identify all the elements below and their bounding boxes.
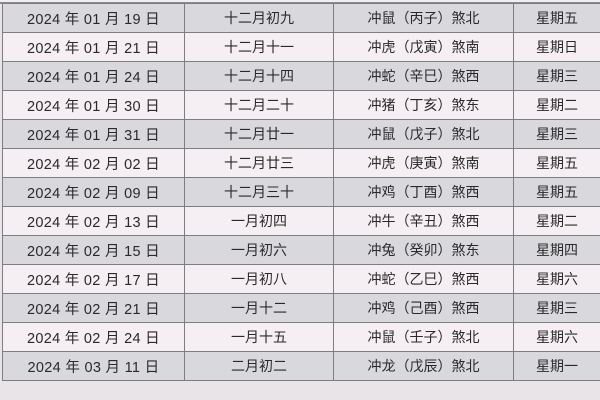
weekday-cell: 星期六 (513, 322, 600, 352)
clash-cell: 冲鼠（壬子）煞北 (333, 322, 514, 352)
table-row: 2024 年 02 月 15 日一月初六 冲兔（癸卯）煞东 星期四 (2, 235, 600, 265)
lunar-date-cell: 一月十五 (184, 322, 334, 352)
weekday-cell: 星期二 (513, 206, 600, 236)
table-row: 2024 年 01 月 21 日十二月十一 冲虎（戊寅）煞南 星期日 (2, 32, 600, 62)
weekday-cell: 星期一 (513, 351, 600, 381)
weekday-cell: 星期三 (513, 61, 600, 91)
table-row: 2024 年 03 月 11 日二月初二 冲龙（戊辰）煞北 星期一 (2, 351, 600, 381)
weekday-cell: 星期三 (513, 293, 600, 323)
table-row: 2024 年 02 月 02 日十二月廿三 冲虎（庚寅）煞南 星期五 (2, 148, 600, 178)
date-cell: 2024 年 02 月 09 日 (2, 177, 185, 207)
lunar-date-cell: 十二月十四 (184, 61, 334, 91)
weekday-cell: 星期四 (513, 235, 600, 265)
clash-cell: 冲牛（辛丑）煞西 (333, 206, 514, 236)
date-cell: 2024 年 01 月 19 日 (2, 3, 185, 33)
table-row: 2024 年 02 月 24 日一月十五 冲鼠（壬子）煞北 星期六 (2, 322, 600, 352)
date-cell: 2024 年 01 月 30 日 (2, 90, 185, 120)
lunar-date-cell: 一月初四 (184, 206, 334, 236)
table-row: 2024 年 02 月 09 日十二月三十 冲鸡（丁酉）煞西 星期五 (2, 177, 600, 207)
weekday-cell: 星期三 (513, 119, 600, 149)
date-cell: 2024 年 02 月 17 日 (2, 264, 185, 294)
table-row: 2024 年 01 月 30 日十二月二十 冲猪（丁亥）煞东 星期二 (2, 90, 600, 120)
clash-cell: 冲猪（丁亥）煞东 (333, 90, 514, 120)
lunar-date-cell: 二月初二 (184, 351, 334, 381)
auspicious-dates-table: 2024 年 01 月 19 日十二月初九 冲鼠（丙子）煞北 星期五 2024 年 0… (2, 3, 600, 381)
clash-cell: 冲蛇（乙巳）煞西 (333, 264, 514, 294)
table-row: 2024 年 02 月 13 日一月初四 冲牛（辛丑）煞西 星期二 (2, 206, 600, 236)
table-row: 2024 年 02 月 21 日一月十二 冲鸡（己酉）煞西 星期三 (2, 293, 600, 323)
table-row: 2024 年 01 月 24 日十二月十四 冲蛇（辛巳）煞西 星期三 (2, 61, 600, 91)
lunar-date-cell: 十二月廿一 (184, 119, 334, 149)
clash-cell: 冲鼠（丙子）煞北 (333, 3, 514, 33)
weekday-cell: 星期六 (513, 264, 600, 294)
weekday-cell: 星期五 (513, 148, 600, 178)
weekday-cell: 星期五 (513, 177, 600, 207)
date-cell: 2024 年 02 月 15 日 (2, 235, 185, 265)
clash-cell: 冲兔（癸卯）煞东 (333, 235, 514, 265)
date-cell: 2024 年 02 月 21 日 (2, 293, 185, 323)
clash-cell: 冲虎（戊寅）煞南 (333, 32, 514, 62)
clash-cell: 冲蛇（辛巳）煞西 (333, 61, 514, 91)
lunar-date-cell: 一月初八 (184, 264, 334, 294)
clash-cell: 冲鼠（戊子）煞北 (333, 119, 514, 149)
weekday-cell: 星期日 (513, 32, 600, 62)
weekday-cell: 星期二 (513, 90, 600, 120)
table-row: 2024 年 01 月 31 日十二月廿一 冲鼠（戊子）煞北 星期三 (2, 119, 600, 149)
lunar-date-cell: 十二月廿三 (184, 148, 334, 178)
date-cell: 2024 年 03 月 11 日 (2, 351, 185, 381)
date-cell: 2024 年 02 月 13 日 (2, 206, 185, 236)
lunar-date-cell: 十二月初九 (184, 3, 334, 33)
lunar-date-cell: 一月初六 (184, 235, 334, 265)
date-cell: 2024 年 01 月 24 日 (2, 61, 185, 91)
table-row: 2024 年 02 月 17 日一月初八 冲蛇（乙巳）煞西 星期六 (2, 264, 600, 294)
clash-cell: 冲鸡（丁酉）煞西 (333, 177, 514, 207)
date-cell: 2024 年 02 月 02 日 (2, 148, 185, 178)
lunar-date-cell: 一月十二 (184, 293, 334, 323)
lunar-date-cell: 十二月二十 (184, 90, 334, 120)
table-row: 2024 年 01 月 19 日十二月初九 冲鼠（丙子）煞北 星期五 (2, 3, 600, 33)
clash-cell: 冲虎（庚寅）煞南 (333, 148, 514, 178)
clash-cell: 冲龙（戊辰）煞北 (333, 351, 514, 381)
lunar-date-cell: 十二月十一 (184, 32, 334, 62)
lunar-date-cell: 十二月三十 (184, 177, 334, 207)
date-cell: 2024 年 02 月 24 日 (2, 322, 185, 352)
date-cell: 2024 年 01 月 21 日 (2, 32, 185, 62)
clash-cell: 冲鸡（己酉）煞西 (333, 293, 514, 323)
date-cell: 2024 年 01 月 31 日 (2, 119, 185, 149)
weekday-cell: 星期五 (513, 3, 600, 33)
